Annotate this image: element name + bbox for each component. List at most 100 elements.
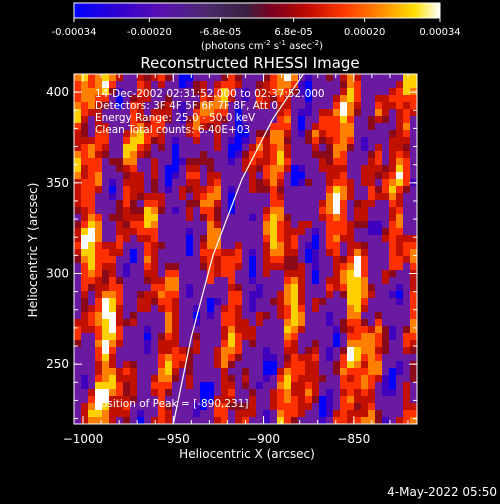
heatmap-cell <box>389 382 397 390</box>
heatmap-cell <box>95 347 103 355</box>
heatmap-cell <box>403 186 411 194</box>
heatmap-cell <box>158 368 166 376</box>
heatmap-cell <box>137 368 145 376</box>
heatmap-cell <box>340 235 348 243</box>
footer-timestamp: 4-May-2022 05:50 <box>387 485 497 499</box>
heatmap-cell <box>389 277 397 285</box>
heatmap-cell <box>172 144 180 152</box>
heatmap-cell <box>277 347 285 355</box>
heatmap-cell <box>382 158 390 166</box>
heatmap-cell <box>389 354 397 362</box>
heatmap-cell <box>235 123 243 131</box>
heatmap-cell <box>403 123 411 131</box>
heatmap-cell <box>256 172 264 180</box>
heatmap-cell <box>81 347 89 355</box>
heatmap-cell <box>333 270 341 278</box>
colorbar: -0.00034 -0.00020 -6.8e-05 6.8e-05 0.00020 0.… <box>52 2 461 52</box>
heatmap-cell <box>396 116 404 124</box>
heatmap-cell <box>179 242 187 250</box>
heatmap-cell <box>354 354 362 362</box>
heatmap-cell <box>368 403 376 411</box>
heatmap-cell <box>144 116 152 124</box>
heatmap-cell <box>228 81 236 89</box>
heatmap-cell <box>116 263 124 271</box>
heatmap-cell <box>242 368 250 376</box>
heatmap-cell <box>102 256 110 264</box>
heatmap-cell <box>305 375 313 383</box>
heatmap-cell <box>95 242 103 250</box>
heatmap-cell <box>116 256 124 264</box>
heatmap-cell <box>256 109 264 117</box>
heatmap-cell <box>88 368 96 376</box>
heatmap-cell <box>130 81 138 89</box>
heatmap-cell <box>151 305 159 313</box>
heatmap-cell <box>172 305 180 313</box>
heatmap-cell <box>298 179 306 187</box>
heatmap-cell <box>151 102 159 110</box>
heatmap-cell <box>361 389 369 397</box>
heatmap-cell <box>172 123 180 131</box>
heatmap-cell <box>277 382 285 390</box>
heatmap-cell <box>102 354 110 362</box>
heatmap-cell <box>88 375 96 383</box>
heatmap-cell <box>256 410 264 418</box>
heatmap-cell <box>347 116 355 124</box>
heatmap-cell <box>361 284 369 292</box>
heatmap-cell <box>186 214 194 222</box>
heatmap-cell <box>228 249 236 257</box>
heatmap-cell <box>354 151 362 159</box>
heatmap-cell <box>200 333 208 341</box>
heatmap-cell <box>109 102 117 110</box>
heatmap-cell <box>214 221 222 229</box>
heatmap-cell <box>284 256 292 264</box>
heatmap-cell <box>242 144 250 152</box>
heatmap-cell <box>284 116 292 124</box>
heatmap-cell <box>109 319 117 327</box>
heatmap-cell <box>382 74 390 82</box>
heatmap-cell <box>263 382 271 390</box>
heatmap-cell <box>172 81 180 89</box>
heatmap-cell <box>207 137 215 145</box>
heatmap-cell <box>214 137 222 145</box>
heatmap-cell <box>340 403 348 411</box>
heatmap-cell <box>228 347 236 355</box>
heatmap-cell <box>95 298 103 306</box>
heatmap-cell <box>256 354 264 362</box>
heatmap-cell <box>179 284 187 292</box>
heatmap-cell <box>249 235 257 243</box>
heatmap-cell <box>95 214 103 222</box>
heatmap-cell <box>144 340 152 348</box>
heatmap-cell <box>186 179 194 187</box>
heatmap-cell <box>347 256 355 264</box>
heatmap-cell <box>88 81 96 89</box>
heatmap-cell <box>165 116 173 124</box>
heatmap-cell <box>109 144 117 152</box>
heatmap-cell <box>361 207 369 215</box>
heatmap-cell <box>165 305 173 313</box>
heatmap-cell <box>193 340 201 348</box>
heatmap-cell <box>340 130 348 138</box>
heatmap-cell <box>305 130 313 138</box>
heatmap-cell <box>88 130 96 138</box>
heatmap-cell <box>291 347 299 355</box>
heatmap-cell <box>235 298 243 306</box>
heatmap-cell <box>214 389 222 397</box>
heatmap-cell <box>375 312 383 320</box>
heatmap-cell <box>186 130 194 138</box>
heatmap-cell <box>207 179 215 187</box>
heatmap-cell <box>179 102 187 110</box>
heatmap-cell <box>102 410 110 418</box>
heatmap-cell <box>382 277 390 285</box>
heatmap-cell <box>144 326 152 334</box>
heatmap-cell <box>396 151 404 159</box>
heatmap-cell <box>137 151 145 159</box>
heatmap-cell <box>312 277 320 285</box>
heatmap-cell <box>165 214 173 222</box>
heatmap-cell <box>123 263 131 271</box>
heatmap-cell <box>158 277 166 285</box>
heatmap-cell <box>200 270 208 278</box>
heatmap-cell <box>207 207 215 215</box>
heatmap-cell <box>347 123 355 131</box>
heatmap-cell <box>340 249 348 257</box>
heatmap-cell <box>312 193 320 201</box>
